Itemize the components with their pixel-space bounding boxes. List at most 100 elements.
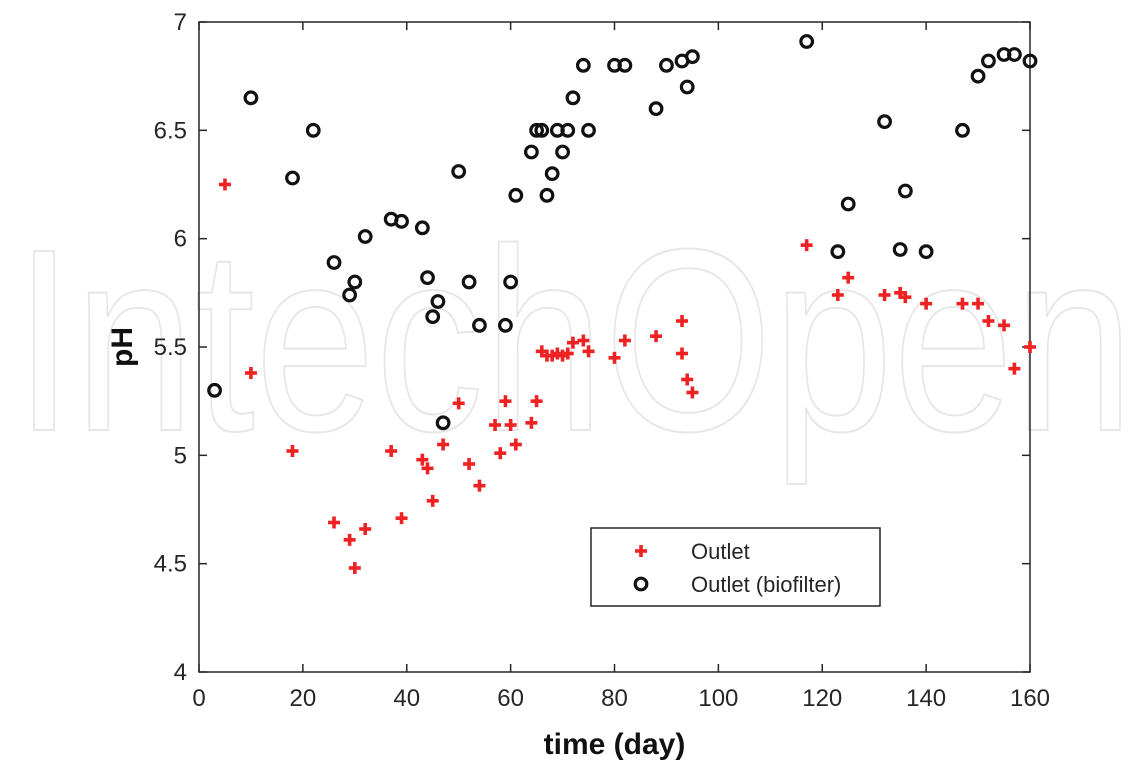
outlet-biofilter-point — [555, 144, 570, 160]
legend-marker-outlet-biofilter — [633, 576, 649, 592]
outlet-point — [489, 419, 502, 431]
outlet-point — [416, 453, 429, 466]
y-tick-label: 7 — [174, 9, 187, 36]
outlet-biofilter-point — [305, 122, 321, 138]
outlet-point — [244, 367, 257, 379]
outlet-biofilter-point — [394, 213, 409, 229]
outlet-biofilter-point — [207, 382, 222, 398]
outlet-biofilter-point — [685, 49, 700, 65]
outlet-biofilter-point — [347, 274, 363, 290]
outlet-biofilter-point — [648, 101, 664, 117]
outlet-biofilter-point — [508, 187, 524, 203]
outlet-point — [618, 334, 631, 347]
outlet-point — [530, 395, 543, 408]
outlet-point — [676, 315, 689, 327]
outlet-point — [831, 289, 844, 301]
outlet-biofilter-point — [544, 166, 560, 182]
x-tick-label: 40 — [393, 685, 420, 712]
outlet-biofilter-point — [955, 122, 970, 138]
outlet-biofilter-point — [529, 122, 544, 138]
outlet-point — [218, 178, 231, 191]
outlet-point — [681, 373, 694, 386]
outlet-point — [842, 271, 855, 284]
outlet-point — [561, 347, 574, 360]
outlet-biofilter-point — [659, 57, 674, 73]
outlet-point — [676, 347, 689, 360]
x-axis-label: time (day) — [544, 728, 686, 761]
outlet-biofilter-point — [877, 114, 892, 130]
outlet-biofilter-point — [243, 90, 259, 106]
outlet-point — [385, 445, 398, 457]
outlet-biofilter-point — [539, 187, 555, 203]
x-tick-label: 140 — [906, 685, 946, 712]
outlet-biofilter-point — [560, 122, 576, 138]
outlet-point — [982, 315, 995, 327]
outlet-biofilter-point — [451, 164, 467, 179]
outlet-biofilter-point — [830, 244, 846, 260]
legend-box — [590, 527, 881, 607]
outlet-biofilter-point — [679, 79, 695, 95]
outlet-point — [608, 351, 621, 364]
outlet-biofilter-point — [461, 274, 477, 290]
x-tick-label: 160 — [1010, 685, 1050, 712]
outlet-point — [525, 416, 538, 429]
y-tick-label: 4 — [174, 659, 187, 686]
outlet-point — [463, 458, 476, 470]
outlet-biofilter-point — [1007, 47, 1022, 62]
outlet-point — [359, 523, 372, 535]
outlet-biofilter-point — [420, 270, 435, 286]
outlet-biofilter-point — [414, 220, 430, 236]
outlet-biofilter-point — [1022, 53, 1038, 69]
outlet-biofilter-point — [498, 317, 513, 333]
outlet-point — [650, 330, 663, 343]
x-tick-label: 120 — [802, 685, 842, 712]
outlet-biofilter-point — [981, 53, 996, 69]
outlet-point — [878, 289, 891, 301]
x-tick-label: 100 — [698, 685, 738, 712]
x-tick-label: 0 — [192, 685, 205, 712]
outlet-point — [920, 297, 933, 310]
outlet-biofilter-point — [918, 244, 934, 260]
outlet-biofilter-point — [472, 317, 487, 333]
outlet-biofilter-point — [970, 68, 986, 84]
y-tick-label: 6 — [174, 226, 187, 253]
outlet-point — [686, 386, 699, 399]
outlet-biofilter-point — [565, 90, 581, 106]
outlet-biofilter-point — [357, 229, 373, 244]
outlet-point — [286, 445, 299, 457]
outlet-biofilter-point — [430, 294, 446, 309]
outlet-point — [956, 297, 969, 310]
outlet-point — [452, 397, 465, 410]
y-tick-label: 6.5 — [154, 117, 187, 144]
outlet-point — [437, 438, 450, 451]
x-tick-label: 80 — [601, 685, 628, 712]
outlet-point — [899, 291, 912, 304]
y-tick-label: 5 — [174, 442, 187, 469]
outlet-point — [998, 319, 1011, 332]
outlet-point — [1008, 362, 1021, 375]
legend-circle-marker — [633, 576, 649, 592]
outlet-point — [509, 438, 522, 451]
outlet-biofilter-point — [524, 144, 539, 160]
legend: Outlet Outlet (biofilter) — [590, 527, 881, 607]
outlet-biofilter-point — [342, 287, 358, 303]
outlet-point — [566, 336, 579, 349]
outlet-point — [348, 562, 361, 574]
outlet-point — [499, 395, 512, 408]
outlet-biofilter-point — [326, 255, 342, 270]
outlet-biofilter-point — [581, 122, 596, 138]
axis-ticks — [198, 21, 1031, 673]
outlet-biofilter-point — [892, 242, 908, 257]
outlet-point — [426, 494, 439, 507]
outlet-biofilter-point — [285, 170, 300, 186]
outlet-point — [343, 533, 356, 546]
legend-label-outlet: Outlet — [691, 539, 750, 564]
y-axis-label: pH — [106, 327, 139, 367]
outlet-point — [421, 462, 434, 475]
outlet-biofilter-point — [617, 57, 633, 73]
legend-label-outlet-biofilter: Outlet (biofilter) — [691, 572, 841, 597]
data-points — [207, 34, 1038, 574]
legend-marker-outlet — [635, 545, 647, 557]
outlet-point — [504, 419, 517, 431]
